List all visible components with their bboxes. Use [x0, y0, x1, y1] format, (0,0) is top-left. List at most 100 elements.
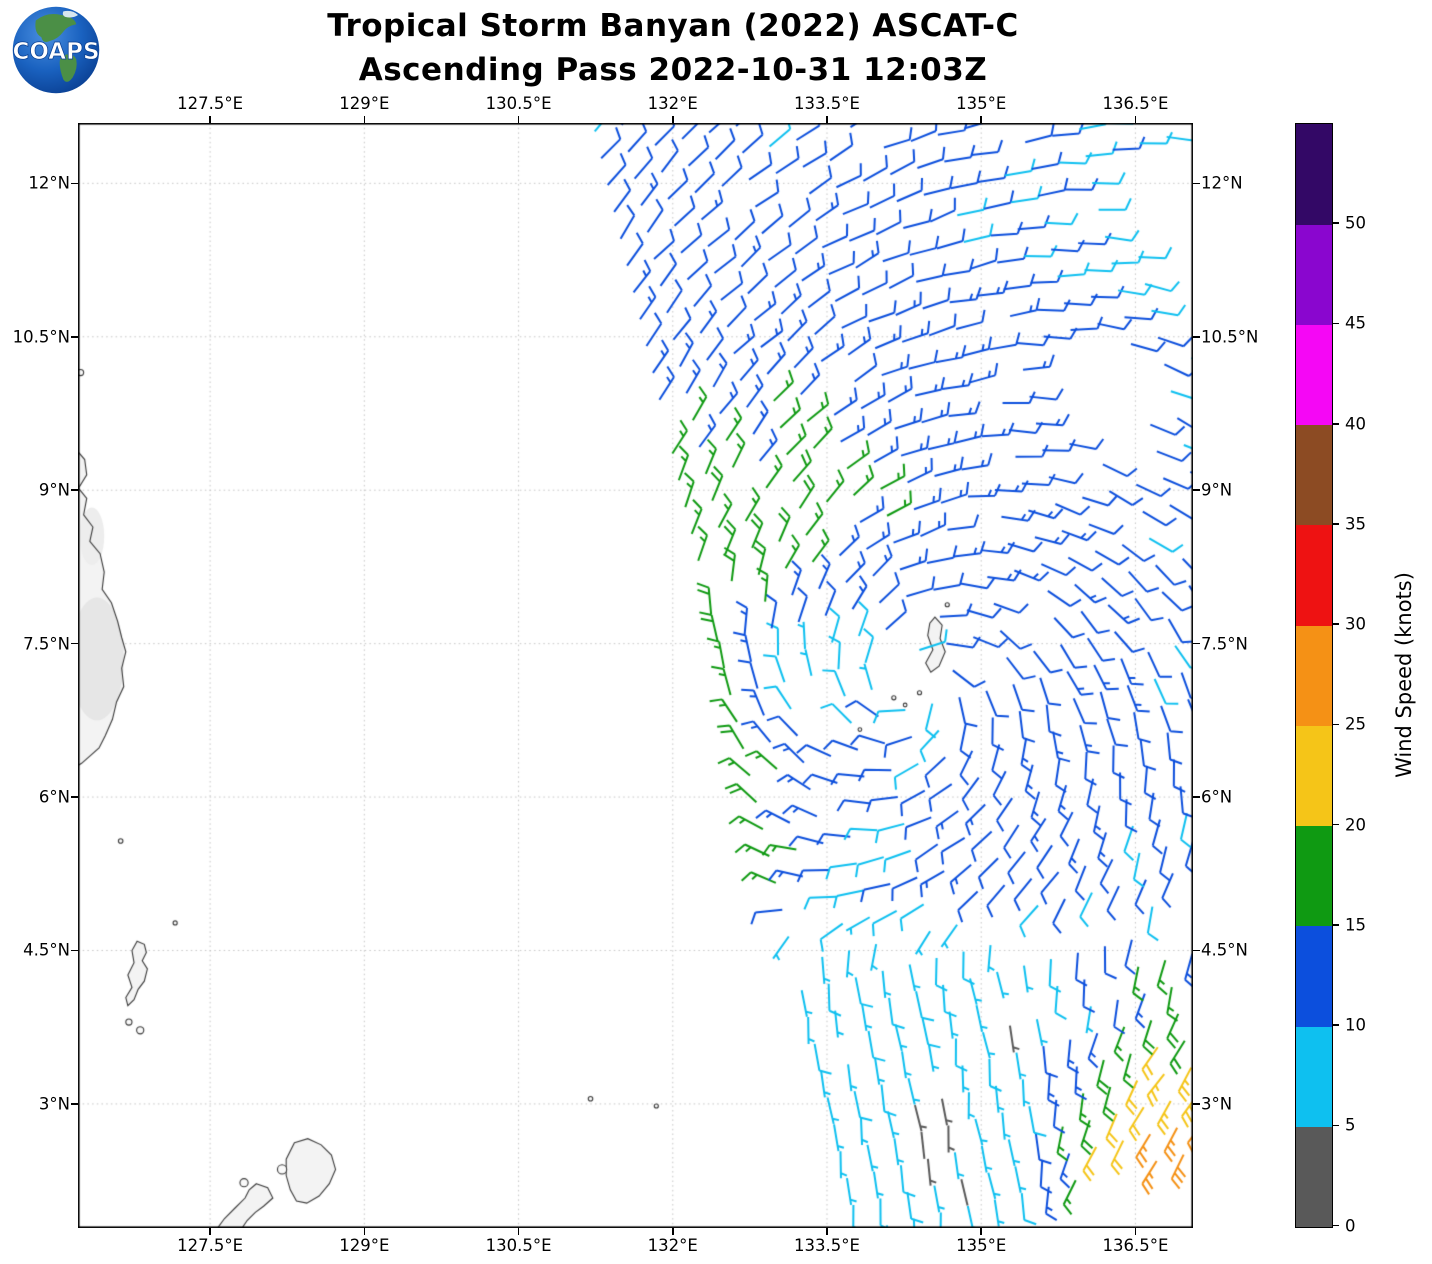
colorbar-segment [1296, 224, 1332, 325]
map-plot-area [78, 123, 1193, 1228]
globe-icon [12, 6, 100, 94]
x-axis-tick-label-top: 135°E [956, 94, 1007, 113]
y-axis-tickmark [1193, 182, 1200, 185]
y-axis-tick-label-right: 7.5°N [1201, 634, 1248, 654]
y-axis-tickmark [1193, 796, 1200, 798]
colorbar-tick-label: 30 [1345, 614, 1366, 634]
y-axis-tick-label-left: 12°N [28, 173, 70, 193]
colorbar-segment [1296, 424, 1332, 526]
x-axis-tickmark [671, 1228, 674, 1235]
colorbar-tickmark [1333, 222, 1339, 225]
x-axis-tickmark [1134, 116, 1137, 123]
y-axis-tick-label-left: 9°N [38, 480, 70, 500]
x-axis-tick-label-top: 136.5°E [1102, 94, 1169, 113]
x-axis-tick-label-bottom: 133.5°E [794, 1236, 860, 1255]
x-axis-tick-label-top: 130.5°E [485, 94, 552, 113]
y-axis-tickmark [1193, 489, 1200, 491]
colorbar-tickmark [1333, 1124, 1339, 1127]
colorbar-segment [1296, 1026, 1332, 1127]
colorbar-segment [1296, 524, 1332, 626]
colorbar-tick-label: 35 [1345, 514, 1366, 534]
continent-south-america [59, 54, 77, 82]
y-axis-tick-label-right: 4.5°N [1201, 940, 1248, 960]
page-title-line1: Tropical Storm Banyan (2022) ASCAT-C [327, 8, 1019, 44]
y-axis-tickmark [71, 949, 78, 952]
colorbar-tickmark [1333, 924, 1339, 926]
colorbar-tick-label: 0 [1345, 1216, 1356, 1236]
y-axis-tickmark [71, 642, 78, 645]
wind-speed-colorbar [1295, 123, 1333, 1228]
colorbar-tickmark [1333, 322, 1339, 325]
x-axis-tickmark [363, 1228, 366, 1235]
x-axis-tickmark [826, 1228, 828, 1235]
colorbar-tickmark [1333, 422, 1339, 425]
y-axis-tick-label-right: 9°N [1201, 480, 1233, 500]
y-axis-tick-label-left: 4.5°N [23, 940, 70, 960]
y-axis-tickmark [1193, 1103, 1200, 1105]
y-axis-tickmark [1193, 642, 1200, 645]
x-axis-tickmark [671, 116, 674, 123]
colorbar-tick-label: 40 [1345, 414, 1366, 434]
y-axis-tickmark [1193, 949, 1200, 952]
y-axis-tickmark [71, 489, 78, 491]
y-axis-tickmark [71, 1103, 78, 1105]
continent-greenland [62, 10, 79, 18]
colorbar-tick-label: 20 [1345, 815, 1366, 835]
coaps-logo: COAPS [12, 6, 100, 94]
x-axis-tick-label-bottom: 132°E [647, 1236, 698, 1255]
colorbar-tickmark [1333, 1224, 1339, 1227]
colorbar-tick-label: 5 [1345, 1115, 1356, 1135]
x-axis-tick-label-top: 127.5°E [177, 94, 244, 113]
colorbar-segment [1296, 825, 1332, 927]
x-axis-tick-label-top: 132°E [647, 94, 698, 113]
colorbar-tickmark [1333, 823, 1339, 826]
y-axis-tickmark [71, 335, 78, 338]
x-axis-tickmark [826, 116, 828, 123]
colorbar-tick-label: 15 [1345, 915, 1366, 935]
y-axis-tickmark [1193, 335, 1200, 338]
x-axis-tickmark [363, 116, 366, 123]
logo-text: COAPS [12, 39, 99, 65]
colorbar-segment [1296, 625, 1332, 726]
wind-barb-map-canvas [78, 123, 1193, 1228]
x-axis-tickmark [517, 1228, 520, 1235]
x-axis-tickmark [980, 1228, 982, 1235]
x-axis-tick-label-top: 129°E [339, 94, 390, 113]
y-axis-tick-label-right: 3°N [1201, 1094, 1233, 1114]
page-title-line2: Ascending Pass 2022-10-31 12:03Z [358, 52, 988, 88]
x-axis-tick-label-bottom: 135°E [956, 1236, 1007, 1255]
y-axis-tick-label-right: 6°N [1201, 787, 1233, 807]
colorbar-segment [1296, 925, 1332, 1027]
colorbar-tickmark [1333, 1024, 1339, 1026]
y-axis-tick-label-left: 6°N [38, 787, 70, 807]
x-axis-tick-label-bottom: 136.5°E [1102, 1236, 1169, 1255]
x-axis-tick-label-top: 133.5°E [794, 94, 860, 113]
colorbar-tickmark [1333, 623, 1339, 625]
x-axis-tickmark [209, 116, 211, 123]
colorbar-tick-label: 45 [1345, 313, 1366, 333]
y-axis-tickmark [71, 796, 78, 798]
y-axis-tick-label-right: 10.5°N [1201, 327, 1259, 347]
colorbar-tickmark [1333, 723, 1339, 726]
y-axis-tick-label-left: 10.5°N [12, 327, 70, 347]
colorbar-title: Wind Speed (knots) [1392, 572, 1416, 778]
colorbar-tick-label: 50 [1345, 213, 1366, 233]
y-axis-tick-label-right: 12°N [1201, 173, 1243, 193]
y-axis-tick-label-left: 3°N [38, 1094, 70, 1114]
x-axis-tickmark [517, 116, 520, 123]
colorbar-tick-label: 10 [1345, 1015, 1366, 1035]
colorbar-segment [1296, 324, 1332, 426]
colorbar-tick-label: 25 [1345, 714, 1366, 734]
x-axis-tick-label-bottom: 130.5°E [485, 1236, 552, 1255]
colorbar-tickmark [1333, 523, 1339, 525]
y-axis-tick-label-left: 7.5°N [23, 634, 70, 654]
colorbar-segment [1296, 1126, 1332, 1228]
colorbar-segment [1296, 124, 1332, 225]
y-axis-tickmark [71, 182, 78, 185]
x-axis-tickmark [209, 1228, 211, 1235]
colorbar-segment [1296, 725, 1332, 827]
x-axis-tickmark [980, 116, 982, 123]
continent-north-america [35, 13, 77, 43]
x-axis-tickmark [1134, 1228, 1137, 1235]
x-axis-tick-label-bottom: 129°E [339, 1236, 390, 1255]
